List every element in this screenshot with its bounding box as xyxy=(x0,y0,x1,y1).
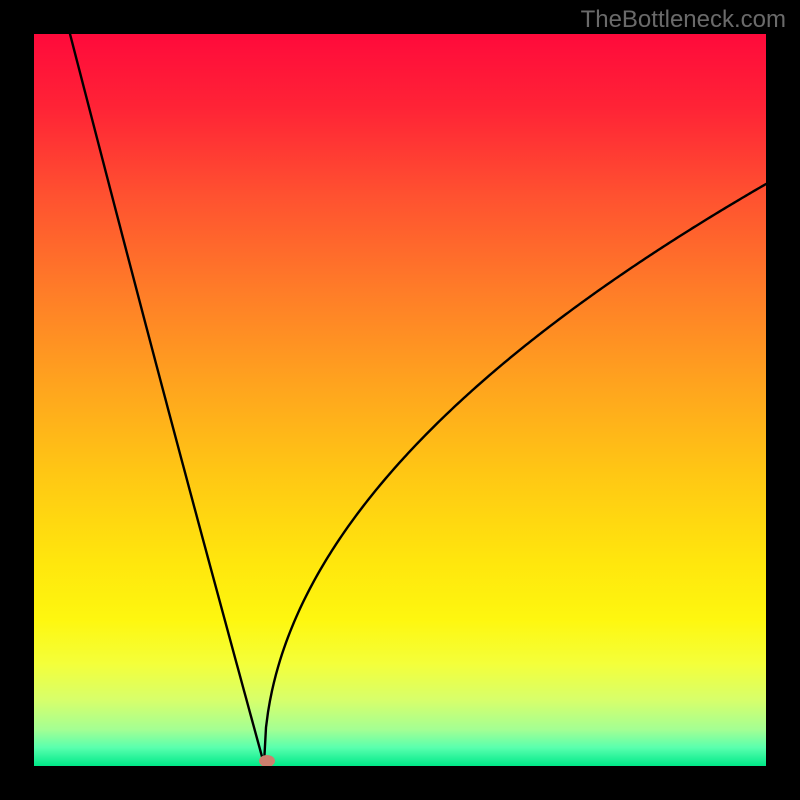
bottleneck-curve xyxy=(34,34,766,766)
plot-area xyxy=(34,34,766,766)
watermark-text: TheBottleneck.com xyxy=(581,6,786,34)
canvas: TheBottleneck.com xyxy=(0,0,800,800)
vertex-marker xyxy=(259,755,275,766)
